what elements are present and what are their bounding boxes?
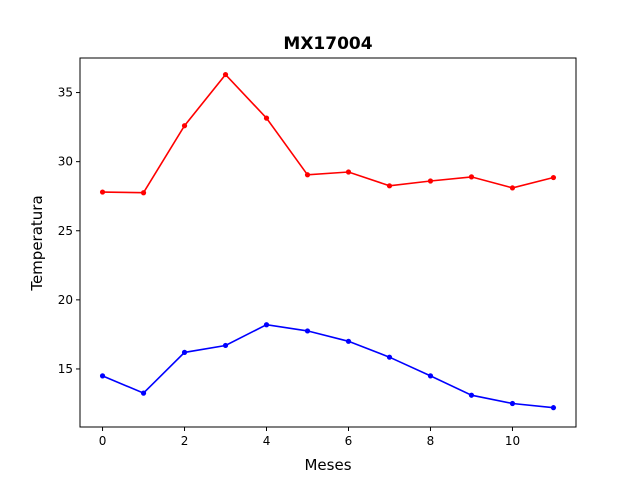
x-tick-label-2: 2 [181, 434, 189, 448]
data-point-1-6 [345, 338, 352, 344]
axes-frame [79, 57, 577, 428]
data-point-0-6 [345, 169, 352, 175]
series-line-0 [102, 73, 554, 194]
data-point-0-7 [386, 183, 393, 189]
y-tick-label-35: 35 [58, 86, 73, 100]
data-point-0-10 [509, 185, 516, 191]
data-point-0-0 [99, 189, 106, 195]
y-axis-label: Temperatura [28, 195, 46, 291]
data-point-1-11 [550, 405, 557, 411]
data-point-1-3 [222, 342, 229, 349]
data-point-0-9 [468, 174, 475, 180]
data-point-1-9 [468, 392, 475, 398]
data-point-0-5 [304, 172, 311, 178]
data-point-0-2 [181, 123, 188, 129]
x-tick-label-0: 0 [99, 434, 107, 448]
data-point-0-3 [222, 71, 229, 78]
plot-area: 0 2 4 6 8 10 15 20 25 30 35 [58, 57, 577, 448]
data-point-1-10 [509, 400, 516, 407]
y-tick-label-25: 25 [58, 224, 73, 238]
data-point-1-2 [181, 349, 188, 355]
data-point-0-11 [550, 174, 557, 181]
x-axis-label: Meses [304, 456, 351, 474]
data-point-1-1 [140, 390, 147, 396]
x-tick-label-6: 6 [345, 434, 353, 448]
x-tick-label-10: 10 [505, 434, 520, 448]
series-line-1 [102, 323, 554, 409]
x-tick-label-8: 8 [427, 434, 435, 448]
y-tick-label-15: 15 [58, 362, 73, 376]
y-tick-label-20: 20 [58, 293, 73, 307]
chart-title: MX17004 [283, 34, 372, 54]
data-point-1-8 [427, 373, 434, 379]
data-point-1-7 [386, 354, 393, 360]
data-point-0-4 [263, 115, 270, 121]
data-point-1-0 [99, 373, 106, 379]
x-tick-label-4: 4 [263, 434, 271, 448]
data-point-1-4 [263, 322, 270, 328]
data-point-1-5 [304, 328, 311, 334]
data-point-0-8 [427, 178, 434, 184]
data-point-0-1 [140, 190, 147, 196]
y-tick-label-30: 30 [58, 155, 73, 169]
